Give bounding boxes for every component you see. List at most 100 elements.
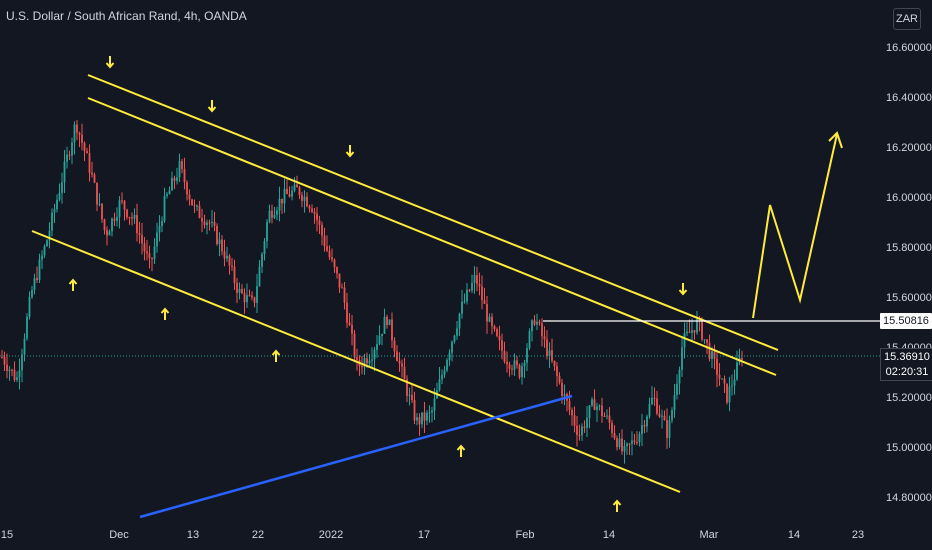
candle-body — [36, 278, 38, 281]
candle-body — [368, 360, 371, 364]
candle-body — [568, 400, 571, 410]
candle-body — [406, 379, 408, 396]
x-tick-label: 14 — [603, 529, 615, 541]
candle-body — [46, 240, 48, 247]
candle-body — [411, 394, 413, 401]
candle-body — [328, 250, 331, 258]
channel-upper-line — [87, 74, 779, 351]
candle-body — [26, 316, 28, 339]
candle-body — [343, 287, 346, 303]
candle-body — [11, 369, 13, 371]
candle-body — [558, 375, 561, 383]
y-tick-label: 16.00000 — [886, 192, 932, 204]
candle-body — [488, 316, 491, 322]
candle-body — [86, 151, 88, 154]
candle-body — [511, 368, 513, 370]
candle-body — [103, 219, 106, 231]
candle-body — [276, 210, 278, 215]
candle-body — [526, 348, 528, 363]
candle-body — [168, 190, 171, 195]
bar-countdown-label: 02:20:31 — [880, 364, 932, 381]
candle-body — [591, 399, 593, 406]
candle-body — [583, 426, 586, 428]
candle-body — [448, 352, 451, 360]
candle-body — [648, 404, 651, 417]
candle-body — [336, 267, 338, 274]
candle-body — [513, 360, 516, 370]
candle-body — [176, 177, 178, 181]
candle-body — [301, 195, 303, 201]
candle-body — [686, 331, 688, 334]
currency-badge[interactable]: ZAR — [893, 8, 921, 30]
candle-body — [688, 331, 691, 333]
candle-body — [433, 398, 436, 411]
candle-body — [421, 412, 423, 425]
candle-body — [273, 214, 276, 218]
y-tick-label: 14.80000 — [886, 492, 932, 504]
candle-body — [111, 218, 113, 232]
candle-body — [216, 226, 218, 245]
candle-body — [158, 226, 161, 233]
candle-body — [363, 358, 366, 368]
candle-body — [618, 438, 621, 448]
candle-body — [88, 153, 91, 173]
candle-body — [573, 415, 576, 426]
candle-body — [536, 321, 538, 325]
x-tick-label: Mar — [700, 529, 719, 541]
down-arrow-icon — [345, 145, 355, 158]
up-arrow-icon — [271, 349, 281, 362]
candle-body — [553, 360, 556, 367]
candle-body — [121, 200, 123, 202]
candle-body — [733, 379, 736, 386]
candle-body — [476, 275, 478, 284]
candle-body — [601, 405, 603, 416]
x-tick-label: 17 — [418, 529, 430, 541]
y-tick-label: 15.20000 — [886, 392, 932, 404]
candle-body — [126, 209, 128, 218]
candle-body — [293, 184, 296, 191]
up-arrow-icon — [612, 499, 622, 512]
candle-body — [288, 194, 291, 197]
drawings — [31, 74, 880, 519]
candle-body — [353, 333, 356, 358]
candle-body — [143, 243, 146, 252]
candle-body — [696, 318, 698, 333]
candle-body — [521, 366, 523, 378]
candle-body — [496, 329, 498, 336]
candle-body — [646, 416, 648, 427]
support-trend-line — [139, 394, 573, 519]
candle-body — [661, 415, 663, 417]
candle-body — [351, 324, 353, 334]
candle-body — [233, 266, 236, 283]
candle-body — [373, 349, 376, 360]
candle-body — [243, 293, 246, 303]
candle-body — [423, 412, 426, 421]
candle-body — [78, 132, 81, 135]
chart-title: U.S. Dollar / South African Rand, 4h, OA… — [6, 9, 247, 23]
candle-body — [478, 283, 481, 287]
candle-body — [498, 335, 501, 341]
candle-body — [213, 221, 216, 227]
candle-body — [451, 341, 453, 353]
down-arrow-icon — [105, 56, 115, 69]
y-tick-label: 15.00000 — [886, 442, 932, 454]
x-tick-label: Feb — [516, 529, 535, 541]
candle-body — [633, 440, 636, 443]
candle-body — [483, 300, 486, 304]
candle-body — [153, 246, 156, 260]
candle-body — [326, 246, 328, 251]
x-tick-label: Dec — [109, 529, 129, 541]
candle-body — [403, 366, 406, 380]
candle-body — [441, 374, 443, 380]
candle-body — [718, 374, 721, 379]
candle-body — [71, 142, 73, 156]
candle-body — [668, 420, 671, 438]
candle-body — [238, 288, 241, 293]
candle-body — [656, 398, 658, 414]
arrows-group — [68, 56, 688, 512]
candle-body — [321, 224, 323, 236]
y-tick-label: 15.60000 — [886, 292, 932, 304]
candle-body — [453, 335, 456, 342]
x-axis: 15 Dec 13 22 2022 17 Feb 14 Mar 14 23 — [1, 529, 864, 541]
